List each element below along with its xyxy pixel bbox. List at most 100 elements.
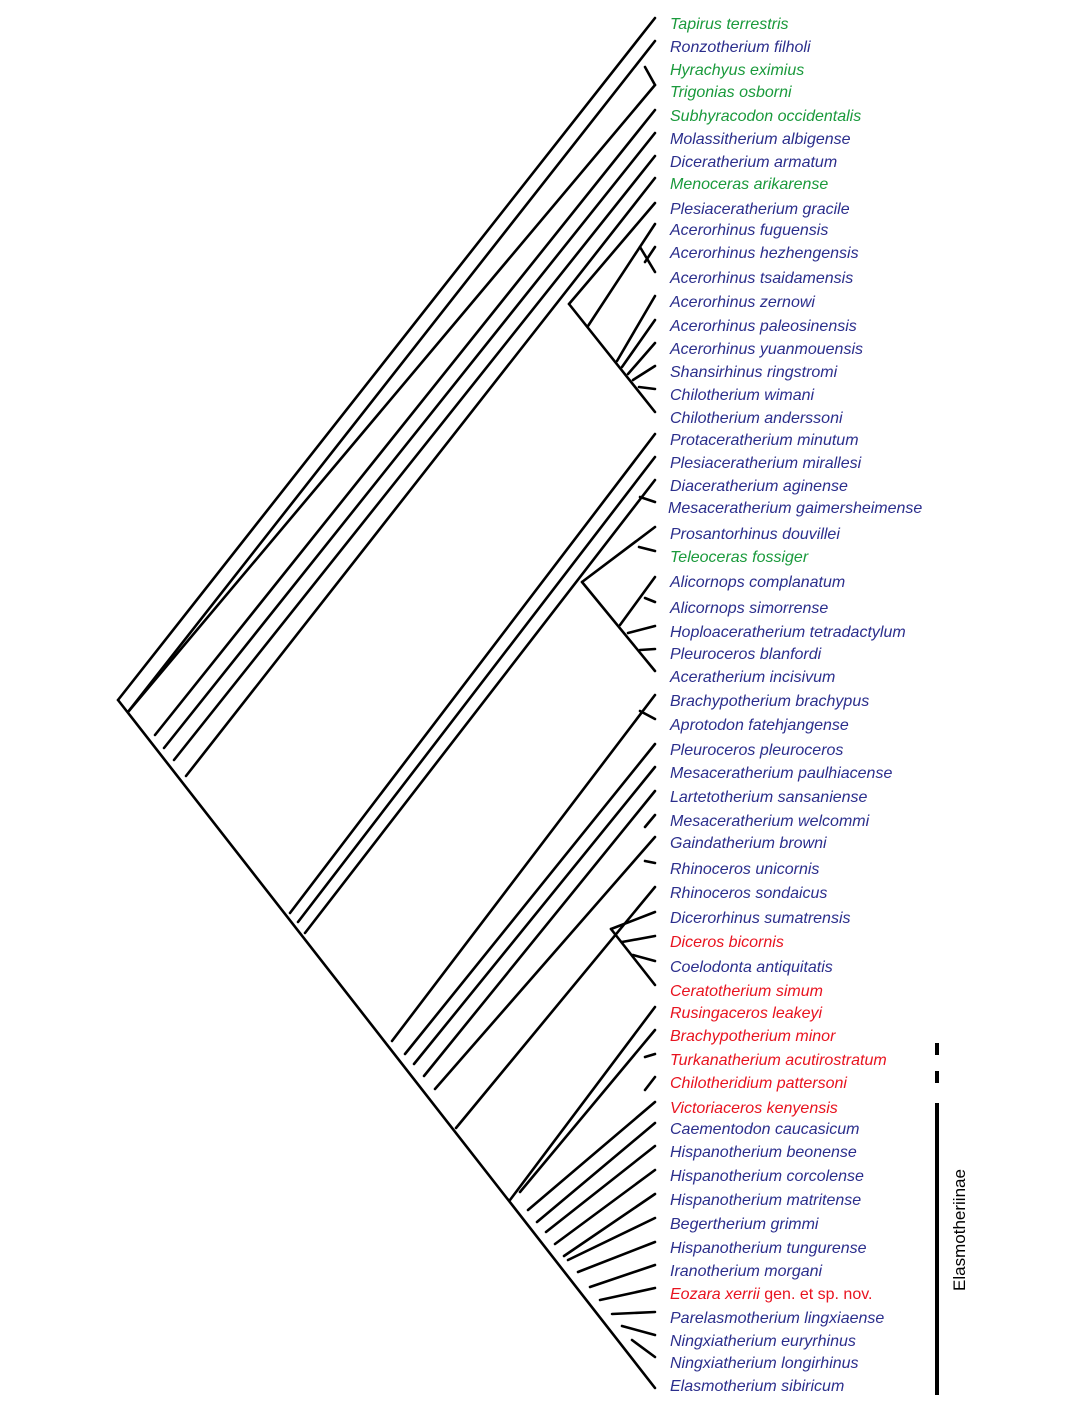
taxon-label: Brachypotherium minor <box>670 1028 836 1045</box>
taxon-label: Elasmotherium sibiricum <box>670 1378 844 1395</box>
taxon-label: Rusingaceros leakeyi <box>670 1005 823 1022</box>
taxon-label: Subhyracodon occidentalis <box>670 108 861 125</box>
taxon-label: Pleuroceros pleuroceros <box>670 742 843 759</box>
tree-branches <box>116 16 657 1390</box>
branch-line <box>620 318 657 369</box>
branch-line <box>567 201 657 306</box>
taxon-label: Acerorhinus tsaidamensis <box>669 270 853 287</box>
branch-line <box>620 934 657 944</box>
clade-label: Elasmotheriinae <box>950 1169 969 1291</box>
taxon-label: Begertherium grimmi <box>670 1216 819 1233</box>
taxon-label: Acerorhinus zernowi <box>669 294 815 311</box>
branch-line <box>508 1005 657 1202</box>
taxon-label: Ningxiatherium euryrhinus <box>670 1333 856 1350</box>
elasmotheriinae-clade-marker: Elasmotheriinae <box>935 1043 969 1395</box>
branch-line <box>620 1324 657 1337</box>
taxon-label: Trigonias osborni <box>670 84 792 101</box>
taxon-label: Plesiaceratherium gracile <box>670 201 850 218</box>
taxon-label: Acerorhinus yuanmouensis <box>669 341 863 358</box>
taxon-label: Dicerorhinus sumatrensis <box>670 910 851 927</box>
taxon-label: Chilotherium anderssoni <box>670 410 843 427</box>
taxon-label: Aprotodon fatehjangense <box>669 717 849 734</box>
branch-line <box>630 1338 657 1359</box>
taxon-label: Chilotherium wimani <box>670 387 814 404</box>
taxon-label: Menoceras arikarense <box>670 176 828 193</box>
branch-line <box>296 455 657 924</box>
taxon-label: Hispanotherium matritense <box>670 1192 861 1209</box>
taxon-label: Lartetotherium sansaniense <box>670 789 868 806</box>
branch-line <box>637 545 657 553</box>
branch-line <box>618 575 657 627</box>
branch-line <box>412 765 657 1066</box>
branch-line <box>116 698 657 1390</box>
taxon-label: Ningxiatherium longirhinus <box>670 1355 859 1372</box>
branch-line <box>303 478 657 935</box>
taxon-label: Brachypotherium brachypus <box>670 693 869 710</box>
taxon-label: Rhinoceros sondaicus <box>670 885 827 902</box>
branch-line <box>576 1240 657 1274</box>
taxon-label: Tapirus terrestris <box>670 16 789 33</box>
taxon-label: Rhinoceros unicornis <box>670 861 819 878</box>
taxon-label: Protaceratherium minutum <box>670 432 859 449</box>
branch-line <box>626 624 657 635</box>
branch-line <box>586 222 657 328</box>
branch-line <box>643 65 657 87</box>
branch-line <box>433 835 657 1091</box>
taxon-label: Diceratherium armatum <box>670 154 837 171</box>
taxon-label: Mesaceratherium paulhiacense <box>670 765 892 782</box>
taxon-label: Acerorhinus hezhengensis <box>669 245 859 262</box>
branch-line <box>638 709 657 721</box>
branch-line <box>610 1310 657 1316</box>
branch-line <box>422 789 657 1078</box>
branch-line <box>609 910 657 931</box>
branch-line <box>626 341 657 376</box>
branch-line <box>172 154 657 762</box>
taxon-label: Iranotherium morgani <box>670 1263 823 1280</box>
branch-line <box>638 647 657 652</box>
branch-line <box>643 1052 657 1059</box>
taxon-label: Acerorhinus paleosinensis <box>669 318 857 335</box>
branch-line <box>588 1263 657 1289</box>
branch-line <box>526 1100 657 1212</box>
branch-line <box>643 596 657 604</box>
taxon-label: Diceros bicornis <box>670 934 784 951</box>
branch-line <box>288 432 657 915</box>
branch-line <box>544 1144 657 1234</box>
branch-line <box>609 927 657 987</box>
branch-line <box>162 131 657 750</box>
taxon-label: Ronzotherium filholi <box>670 39 811 56</box>
branch-line <box>567 302 657 414</box>
branch-line <box>126 83 657 714</box>
branch-line <box>580 580 657 673</box>
taxon-label: Victoriaceros kenyensis <box>670 1100 838 1117</box>
taxon-label: Mesaceratherium welcommi <box>670 813 870 830</box>
branch-line <box>454 885 657 1130</box>
taxon-label: Ceratotherium simum <box>670 983 823 1000</box>
taxon-label: Diaceratherium aginense <box>670 478 848 495</box>
taxon-label: Shansirhinus ringstromi <box>670 364 838 381</box>
branch-line <box>390 693 657 1043</box>
taxon-label: Prosantorhinus douvillei <box>670 526 840 543</box>
taxon-label: Mesaceratherium gaimersheimense <box>668 500 922 517</box>
branch-line <box>598 1286 657 1302</box>
taxon-label: Plesiaceratherium mirallesi <box>670 455 862 472</box>
branch-line <box>403 742 657 1056</box>
taxon-label: Hispanotherium corcolense <box>670 1168 864 1185</box>
taxon-label: Teleoceras fossiger <box>670 549 809 566</box>
branch-line <box>580 525 657 584</box>
taxon-label: Acerorhinus fuguensis <box>669 222 828 239</box>
taxon-label: Molassitherium albigense <box>670 131 851 148</box>
taxon-label: Chilotheridium pattersoni <box>670 1075 847 1092</box>
taxon-label: Coelodonta antiquitatis <box>670 959 833 976</box>
taxon-label: Eozara xerrii gen. et sp. nov. <box>670 1286 872 1303</box>
branch-line <box>643 859 657 865</box>
branch-line <box>631 953 657 963</box>
taxon-label: Aceratherium incisivum <box>669 669 835 686</box>
taxon-label: Pleuroceros blanfordi <box>670 646 822 663</box>
taxon-label: Alicornops complanatum <box>669 574 845 591</box>
taxon-label: Gaindatherium browni <box>670 835 827 852</box>
branch-line <box>631 364 657 382</box>
branch-line <box>643 1075 657 1092</box>
taxon-label: Hoploaceratherium tetradactylum <box>670 624 906 641</box>
